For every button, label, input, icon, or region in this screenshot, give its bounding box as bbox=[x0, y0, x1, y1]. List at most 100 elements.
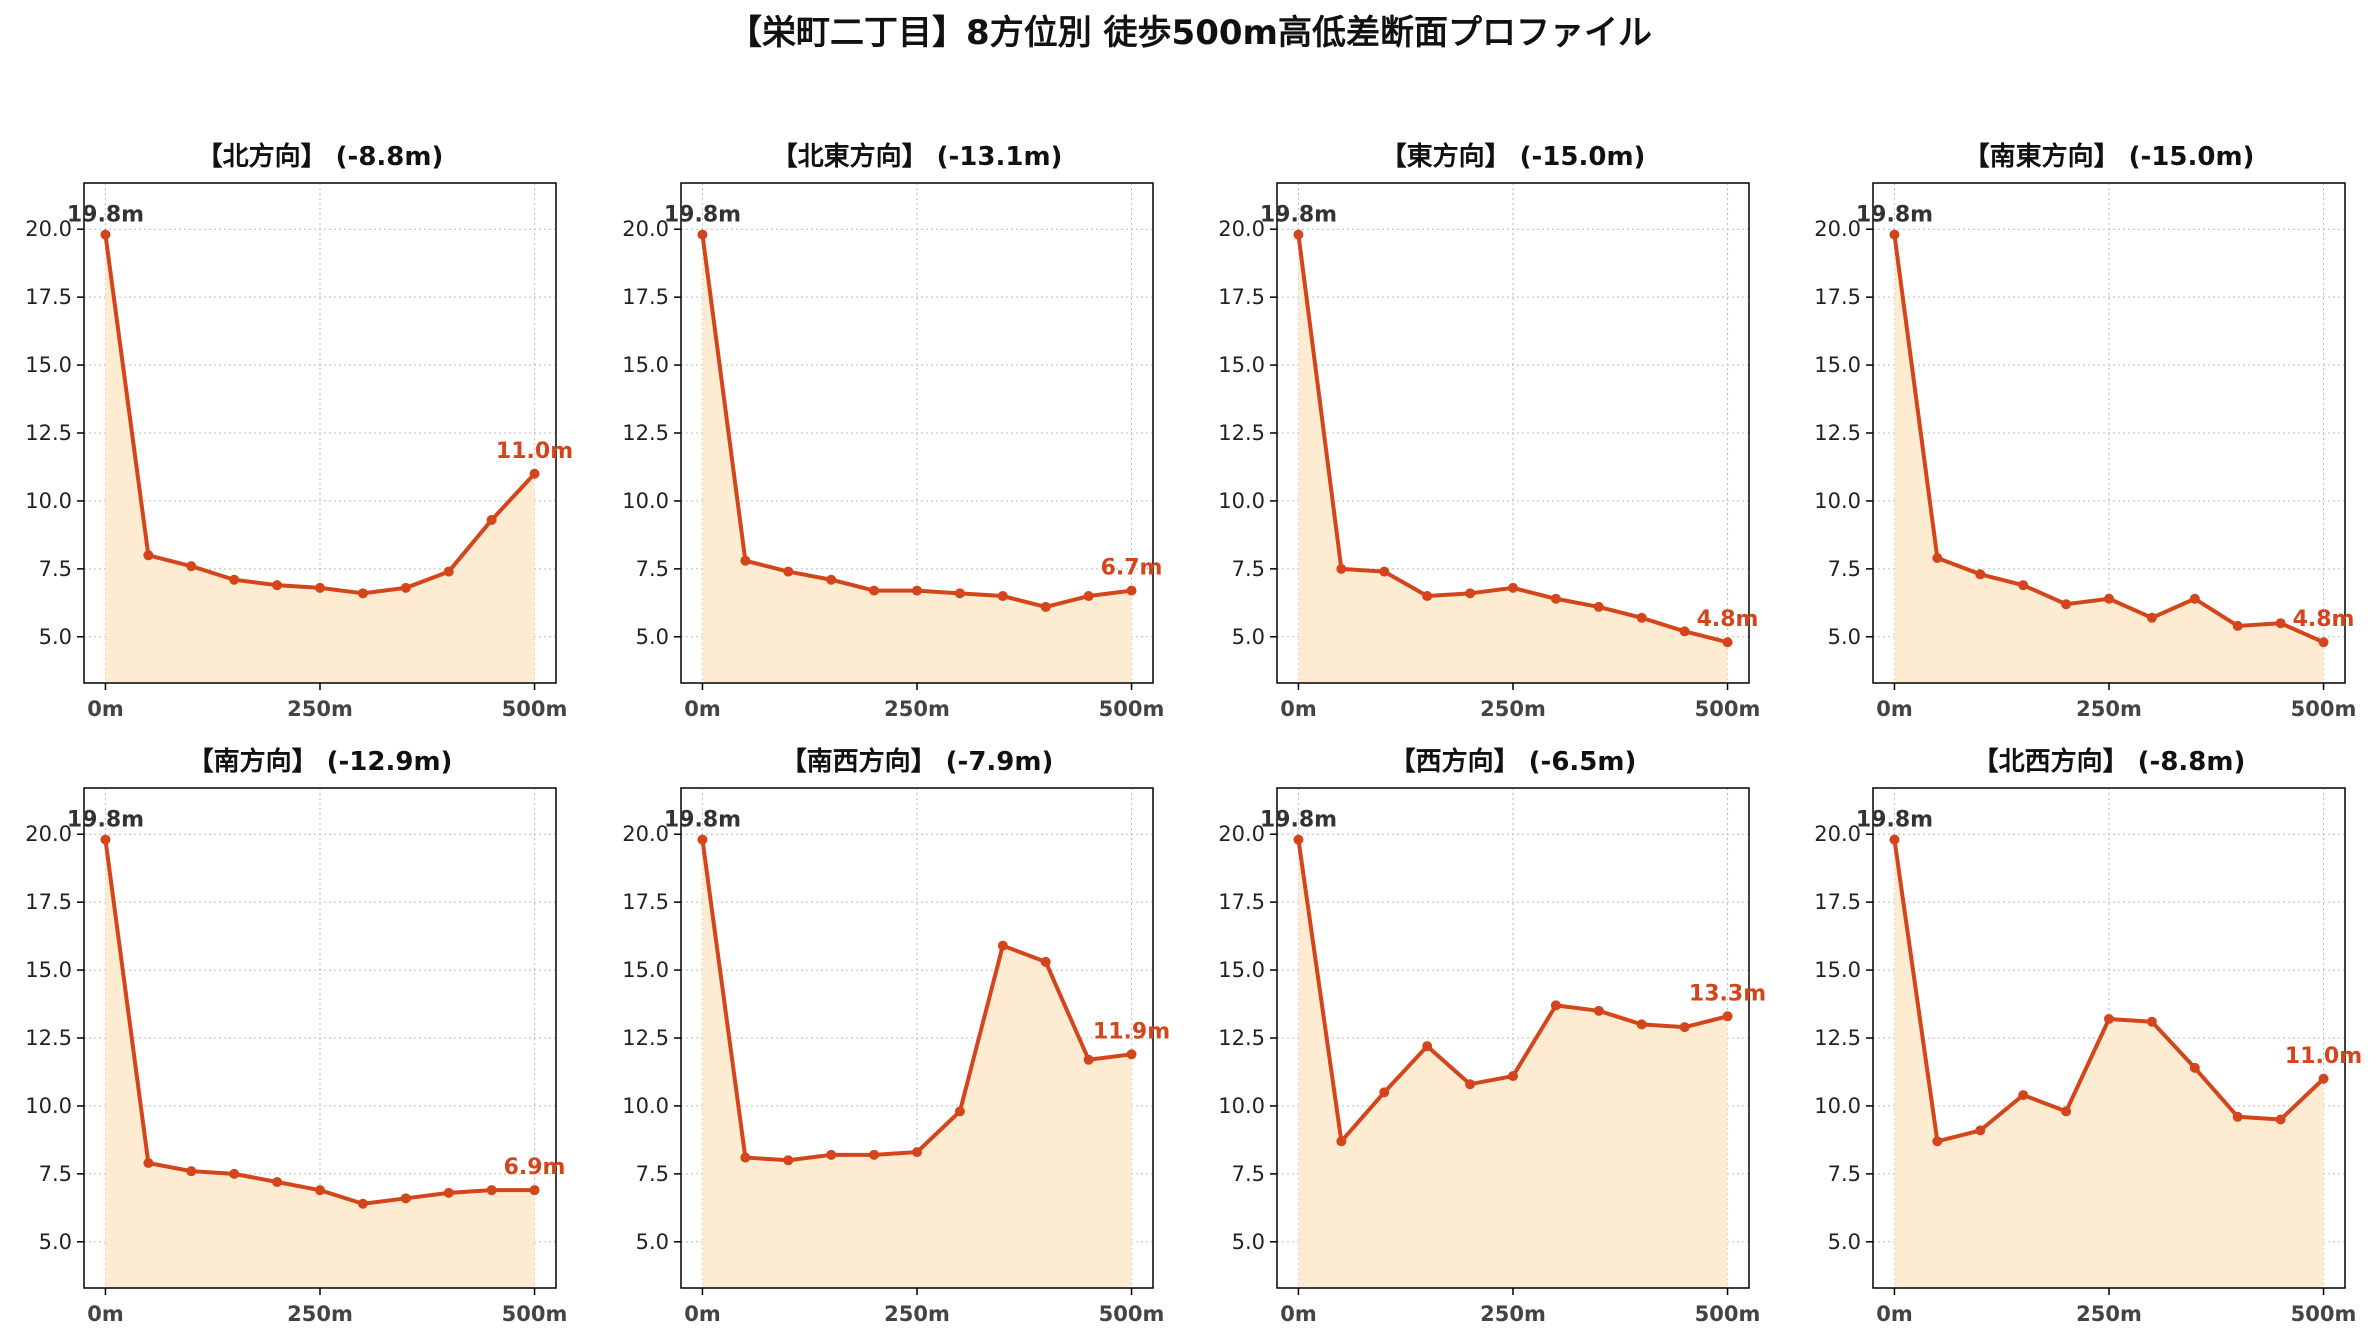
y-tick-label: 5.0 bbox=[636, 1230, 669, 1254]
data-point bbox=[2232, 620, 2243, 631]
y-tick-label: 10.0 bbox=[1814, 1094, 1861, 1118]
y-tick-label: 7.5 bbox=[1828, 1162, 1861, 1186]
data-point bbox=[1932, 553, 1943, 563]
data-point bbox=[1889, 834, 1900, 845]
chart-panels: 【北方向】 (-8.8m) 5.0 7.5 10.0 12.5 15.0 17.5 20.0 0… bbox=[25, 141, 2362, 1326]
data-point bbox=[443, 1187, 454, 1198]
data-point bbox=[826, 1149, 837, 1160]
x-tick-label: 500m bbox=[1099, 697, 1165, 721]
data-point bbox=[1550, 1000, 1561, 1011]
y-tick-label: 12.5 bbox=[25, 421, 72, 445]
y-tick-label: 15.0 bbox=[1814, 353, 1861, 377]
data-point bbox=[1889, 229, 1900, 240]
y-tick-label: 17.5 bbox=[25, 285, 72, 309]
data-point bbox=[315, 582, 325, 593]
data-point bbox=[100, 834, 111, 845]
data-point bbox=[1379, 566, 1390, 577]
panel-title: 【東方向】 (-15.0m) bbox=[1381, 141, 1646, 172]
y-tick-label: 7.5 bbox=[636, 1162, 669, 1186]
data-point bbox=[1932, 1136, 1943, 1147]
data-point bbox=[143, 1158, 154, 1168]
x-tick-label: 500m bbox=[1099, 1302, 1165, 1326]
data-point bbox=[229, 574, 240, 585]
data-point bbox=[783, 1155, 794, 1166]
data-point bbox=[400, 1193, 411, 1204]
y-tick-label: 7.5 bbox=[636, 557, 669, 581]
y-tick-label: 15.0 bbox=[1218, 958, 1265, 982]
elevation-area bbox=[105, 234, 535, 683]
end-elevation-label: 6.9m bbox=[504, 1155, 566, 1180]
data-point bbox=[1422, 1041, 1433, 1052]
data-point bbox=[2146, 1016, 2157, 1027]
y-tick-label: 10.0 bbox=[25, 1094, 72, 1118]
y-tick-label: 17.5 bbox=[1814, 285, 1861, 309]
data-point bbox=[997, 940, 1008, 951]
panel-1: 【北東方向】 (-13.1m) 5.0 7.5 10.0 12.5 15.0 17.5 20.… bbox=[622, 141, 1164, 721]
panel-title: 【南東方向】 (-15.0m) bbox=[1964, 141, 2255, 172]
data-point bbox=[315, 1185, 325, 1196]
y-tick-label: 12.5 bbox=[622, 421, 669, 445]
y-tick-label: 17.5 bbox=[1814, 890, 1861, 914]
data-point bbox=[1679, 626, 1690, 637]
data-point bbox=[400, 582, 411, 593]
data-point bbox=[1422, 591, 1433, 602]
data-point bbox=[869, 585, 880, 596]
panel-2: 【東方向】 (-15.0m) 5.0 7.5 10.0 12.5 15.0 17.5 20.0… bbox=[1218, 141, 1760, 721]
y-tick-label: 12.5 bbox=[1218, 1026, 1265, 1050]
panel-title: 【北東方向】 (-13.1m) bbox=[772, 141, 1063, 172]
panel-3: 【南東方向】 (-15.0m) 5.0 7.5 10.0 12.5 15.0 17.5 20.… bbox=[1814, 141, 2356, 721]
data-point bbox=[2104, 1013, 2114, 1024]
data-point bbox=[1040, 601, 1051, 612]
panel-4: 【南方向】 (-12.9m) 5.0 7.5 10.0 12.5 15.0 17.5 20.0… bbox=[25, 746, 567, 1326]
data-point bbox=[1083, 1054, 1094, 1065]
data-point bbox=[186, 561, 197, 572]
y-tick-label: 15.0 bbox=[1814, 958, 1861, 982]
data-point bbox=[1336, 563, 1347, 574]
x-tick-label: 250m bbox=[2076, 697, 2142, 721]
data-point bbox=[1465, 588, 1476, 599]
y-tick-label: 20.0 bbox=[622, 822, 669, 846]
end-elevation-label: 11.9m bbox=[1093, 1019, 1170, 1044]
y-tick-label: 17.5 bbox=[622, 285, 669, 309]
y-tick-label: 10.0 bbox=[622, 1094, 669, 1118]
data-point bbox=[997, 591, 1008, 602]
y-tick-label: 15.0 bbox=[1218, 353, 1265, 377]
data-point bbox=[954, 1106, 965, 1117]
y-tick-label: 10.0 bbox=[25, 489, 72, 513]
start-elevation-label: 19.8m bbox=[1260, 203, 1337, 228]
y-tick-label: 15.0 bbox=[25, 958, 72, 982]
data-point bbox=[1126, 585, 1137, 596]
data-point bbox=[783, 566, 794, 577]
data-point bbox=[954, 588, 965, 599]
data-point bbox=[529, 1185, 540, 1196]
data-point bbox=[2275, 618, 2286, 629]
y-tick-label: 5.0 bbox=[1232, 1230, 1265, 1254]
x-tick-label: 500m bbox=[1695, 697, 1761, 721]
y-tick-label: 5.0 bbox=[39, 1230, 72, 1254]
data-point bbox=[1550, 593, 1561, 604]
y-tick-label: 17.5 bbox=[25, 890, 72, 914]
start-elevation-label: 19.8m bbox=[664, 203, 741, 228]
data-point bbox=[912, 1147, 922, 1158]
x-tick-label: 500m bbox=[2291, 1302, 2357, 1326]
panel-title: 【西方向】 (-6.5m) bbox=[1390, 746, 1637, 777]
x-tick-label: 0m bbox=[684, 1302, 721, 1326]
x-tick-label: 500m bbox=[2291, 697, 2357, 721]
x-tick-label: 250m bbox=[2076, 1302, 2142, 1326]
y-tick-label: 12.5 bbox=[622, 1026, 669, 1050]
x-tick-label: 250m bbox=[1480, 1302, 1546, 1326]
data-point bbox=[1593, 1005, 1604, 1016]
data-point bbox=[1379, 1087, 1390, 1098]
data-point bbox=[357, 588, 368, 599]
data-point bbox=[100, 229, 111, 240]
x-tick-label: 500m bbox=[502, 697, 568, 721]
y-tick-label: 20.0 bbox=[25, 217, 72, 241]
y-tick-label: 5.0 bbox=[1828, 1230, 1861, 1254]
data-point bbox=[486, 514, 497, 525]
data-point bbox=[272, 580, 283, 591]
data-point bbox=[1293, 834, 1304, 845]
data-point bbox=[272, 1177, 283, 1188]
data-point bbox=[2018, 1090, 2029, 1101]
data-point bbox=[1083, 591, 1094, 602]
